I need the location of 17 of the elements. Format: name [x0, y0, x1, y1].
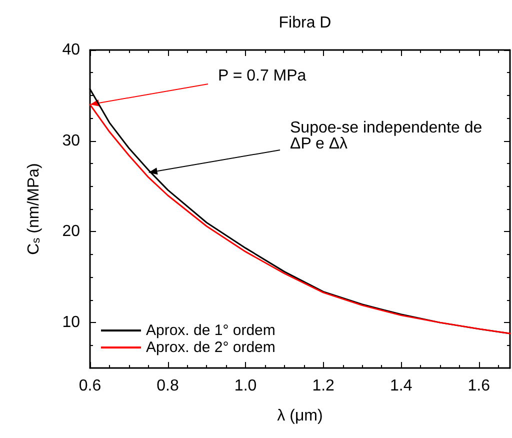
- y-tick-label: 40: [62, 42, 80, 58]
- x-axis-title: λ (μm): [277, 408, 323, 424]
- x-tick-label: 1.2: [312, 378, 335, 394]
- y-tick-label: 10: [62, 314, 80, 332]
- x-tick-label: 0.8: [156, 378, 179, 394]
- y-tick-label: 30: [62, 132, 80, 150]
- x-tick-label: 0.6: [78, 378, 102, 394]
- chart-title: Fibra D: [278, 14, 332, 32]
- x-tick-label: 1.4: [390, 378, 412, 394]
- annotation: Supoe-se independente de ΔP e Δλ: [290, 120, 482, 152]
- x-tick-label: 1.0: [234, 378, 257, 394]
- y-axis-title: Cs (nm/MPa): [26, 163, 42, 255]
- annotation: P = 0.7 MPa: [218, 68, 306, 84]
- legend-label: Aprox. de 2° ordem: [146, 339, 276, 356]
- legend-label: Aprox. de 1° ordem: [146, 322, 276, 339]
- y-tick-label: 20: [62, 223, 80, 240]
- x-tick-label: 1.6: [468, 378, 490, 394]
